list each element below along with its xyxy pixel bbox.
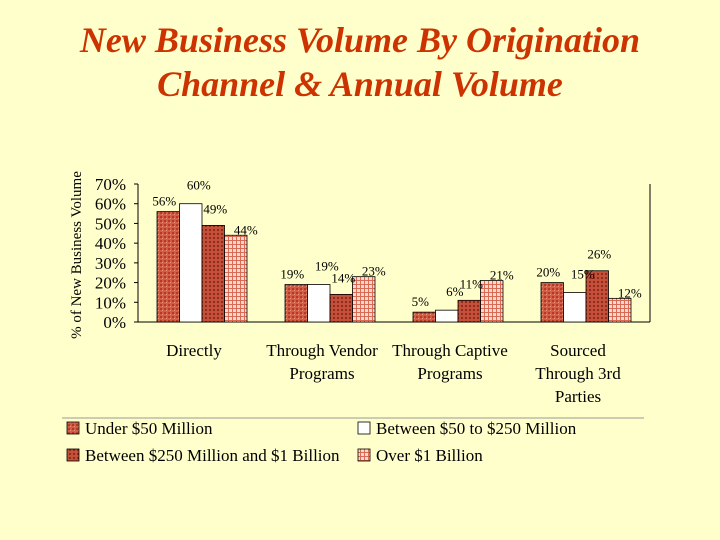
legend-swatch: [66, 448, 80, 462]
data-label: 60%: [187, 178, 211, 193]
legend-label: Between $50 to $250 Million: [376, 419, 577, 438]
y-tick-label: 40%: [95, 234, 126, 253]
bar: [608, 297, 632, 323]
category-label: Parties: [555, 387, 601, 406]
chart-title: New Business Volume By Origination Chann…: [0, 18, 720, 106]
bar: [201, 224, 225, 323]
bar: [352, 276, 376, 323]
y-tick-label: 20%: [95, 274, 126, 293]
legend-swatch: [66, 421, 80, 435]
chart-title-line-2: Channel & Annual Volume: [157, 64, 563, 104]
bar: [307, 284, 331, 323]
category-label: Programs: [289, 364, 354, 383]
legend-label: Under $50 Million: [85, 419, 213, 438]
bar: [412, 311, 436, 323]
bar: [457, 299, 481, 323]
y-tick-label: 50%: [95, 214, 126, 233]
bar: [156, 211, 180, 323]
category-label: Directly: [166, 341, 222, 360]
data-label: 49%: [203, 201, 227, 216]
data-label: 14%: [331, 270, 355, 285]
data-label: 21%: [490, 268, 514, 283]
y-tick-label: 60%: [95, 195, 126, 214]
category-label: Through Captive: [392, 341, 508, 360]
data-label: 26%: [587, 247, 611, 262]
category-label: Through 3rd: [535, 364, 621, 383]
data-label: 6%: [446, 284, 464, 299]
data-label: 19%: [280, 267, 304, 282]
bar: [480, 280, 504, 323]
legend-label: Between $250 Million and $1 Billion: [85, 446, 340, 465]
y-tick-label: 30%: [95, 254, 126, 273]
y-tick-label: 0%: [103, 313, 126, 332]
data-label: 56%: [152, 194, 176, 209]
legend-swatch: [357, 448, 371, 462]
bar: [585, 270, 609, 323]
y-tick-label: 10%: [95, 293, 126, 312]
bar: [435, 309, 459, 323]
data-label: 23%: [362, 264, 386, 279]
data-label: 15%: [571, 266, 595, 281]
bar: [329, 293, 353, 323]
bar: [179, 203, 203, 323]
y-tick-label: 70%: [95, 175, 126, 194]
legend-label: Over $1 Billion: [376, 446, 483, 465]
category-label: Through Vendor: [266, 341, 378, 360]
chart-title-line-1: New Business Volume By Origination: [79, 20, 641, 60]
category-label: Sourced: [550, 341, 606, 360]
bar: [224, 234, 248, 323]
bar: [563, 292, 587, 323]
category-label: Programs: [417, 364, 482, 383]
legend-swatch: [357, 421, 371, 435]
data-label: 5%: [412, 294, 430, 309]
data-label: 20%: [536, 265, 560, 280]
bar: [284, 284, 308, 323]
data-label: 11%: [460, 276, 484, 291]
data-label: 44%: [234, 222, 258, 237]
data-label: 19%: [315, 259, 339, 274]
y-axis-title: % of New Business Volume: [69, 171, 85, 339]
data-label: 12%: [618, 285, 642, 300]
bar: [540, 282, 564, 323]
